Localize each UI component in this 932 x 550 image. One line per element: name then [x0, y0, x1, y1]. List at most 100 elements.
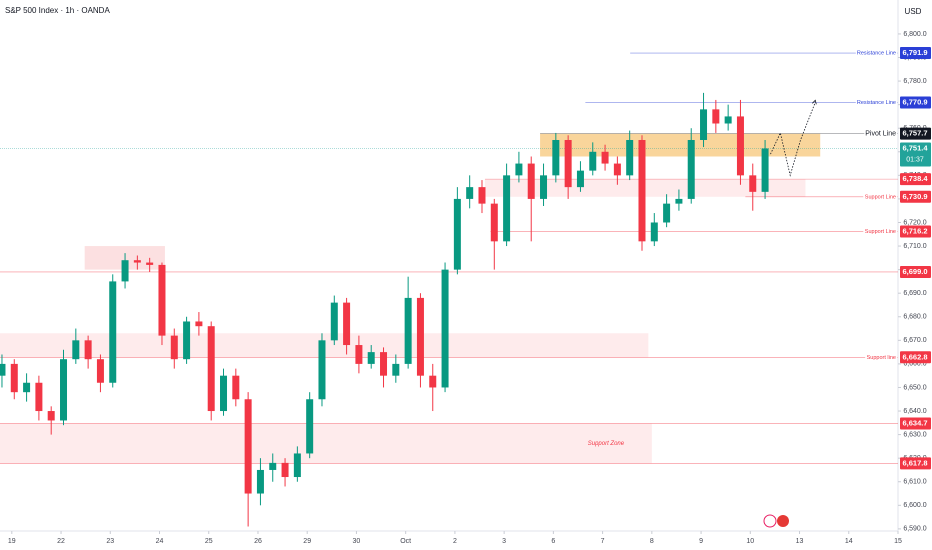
- candle-body: [207, 326, 215, 412]
- y-tick-label: 6,600.0: [903, 502, 926, 509]
- price-badge: [900, 190, 931, 203]
- x-tick-label: Oct: [400, 538, 411, 545]
- y-tick-label: 6,780.0: [903, 78, 926, 85]
- y-tick-label: 6,630.0: [903, 431, 926, 438]
- y-tick-label: 6,670.0: [903, 337, 926, 344]
- candle-body: [540, 175, 548, 199]
- price-badge: [900, 265, 931, 278]
- candle-body: [35, 382, 43, 412]
- candle-body: [490, 203, 498, 242]
- candle-body: [700, 109, 708, 140]
- level-text: Support line: [867, 355, 896, 361]
- candle-body: [601, 151, 609, 164]
- candle-body: [589, 151, 597, 171]
- price-badge: [900, 47, 931, 60]
- candle-body: [650, 222, 658, 242]
- candle-body: [84, 340, 92, 360]
- candle-body: [478, 187, 486, 204]
- candle-body: [638, 139, 646, 242]
- y-tick-label: 6,800.0: [903, 31, 926, 38]
- candle-body: [0, 363, 6, 376]
- candle-body: [416, 297, 424, 376]
- projection: [770, 102, 816, 177]
- candle-body: [429, 375, 437, 388]
- candle-body: [687, 139, 695, 199]
- currency: USD: [905, 7, 922, 16]
- candle-body: [724, 116, 732, 124]
- candle-body: [281, 462, 289, 478]
- y-tick-label: 6,710.0: [903, 243, 926, 250]
- candle-body: [330, 302, 338, 341]
- candle-body: [749, 175, 757, 192]
- candle-body: [96, 359, 104, 383]
- level-text: Resistance Line: [857, 100, 896, 106]
- level-text: Pivot Line: [865, 130, 896, 137]
- candle-body: [663, 203, 671, 223]
- price-badge-label: 6,699.0: [902, 267, 927, 276]
- zone: [540, 133, 821, 157]
- price-badge-label: 6,770.9: [902, 98, 927, 107]
- candle-body: [146, 262, 154, 265]
- candle-body: [256, 469, 264, 494]
- countdown: 01:37: [906, 156, 924, 163]
- candle-body: [466, 187, 474, 199]
- price-badge: [900, 96, 931, 109]
- price-badge: [900, 457, 931, 470]
- price-badge: [900, 142, 931, 167]
- candle-body: [23, 382, 31, 393]
- x-tick-label: 24: [156, 538, 164, 545]
- candle-body: [232, 375, 240, 400]
- price-badge: [900, 417, 931, 430]
- candle-body: [380, 352, 388, 376]
- x-tick-label: 14: [845, 538, 853, 545]
- x-tick-label: 15: [894, 538, 902, 545]
- x-tick-label: 25: [205, 538, 213, 545]
- x-tick-label: 2: [453, 538, 457, 545]
- y-tick-label: 6,650.0: [903, 384, 926, 391]
- projection-arrow: [812, 99, 817, 105]
- candle-body: [576, 170, 584, 188]
- candle-body: [170, 335, 178, 360]
- candle-body: [564, 139, 572, 188]
- candle-body: [761, 148, 769, 192]
- candle-body: [109, 281, 117, 383]
- price-badge-label: 6,751.4: [902, 143, 928, 152]
- candle-body: [355, 345, 363, 364]
- chart-title: S&P 500 Index · 1h · OANDA: [5, 6, 110, 15]
- candle-body: [392, 363, 400, 376]
- candle-body: [712, 109, 720, 124]
- x-tick-label: 30: [353, 538, 361, 545]
- x-tick-label: 6: [551, 538, 555, 545]
- price-badge-label: 6,791.9: [902, 48, 927, 57]
- zone: [0, 423, 652, 464]
- price-badge-label: 6,662.8: [902, 352, 927, 361]
- candle-body: [158, 264, 166, 336]
- candle-body: [441, 269, 449, 388]
- candle-body: [453, 198, 461, 270]
- candle-body: [626, 139, 634, 176]
- y-tick-label: 6,610.0: [903, 479, 926, 486]
- x-tick-label: 23: [106, 538, 114, 545]
- zone-label: Support Zone: [588, 441, 625, 447]
- candle-body: [527, 163, 535, 199]
- candle-body: [133, 260, 141, 263]
- candle-body: [367, 352, 375, 364]
- candle-body: [72, 340, 80, 360]
- candle-body: [318, 340, 326, 400]
- icons: [763, 514, 789, 528]
- price-badge: [900, 127, 931, 140]
- candle-body: [552, 139, 560, 176]
- price-badge-label: 6,634.7: [902, 419, 927, 428]
- x-tick-label: 3: [502, 538, 506, 545]
- y-tick-label: 6,590.0: [903, 526, 926, 533]
- x-tick-label: 9: [699, 538, 703, 545]
- x-tick-label: 26: [254, 538, 262, 545]
- price-badge-label: 6,738.4: [902, 174, 928, 183]
- candle-body: [675, 198, 683, 204]
- y-tick-label: 6,640.0: [903, 408, 926, 415]
- price-badge: [900, 225, 931, 238]
- level-text: Support Line: [865, 229, 896, 235]
- price-badge: [900, 351, 931, 364]
